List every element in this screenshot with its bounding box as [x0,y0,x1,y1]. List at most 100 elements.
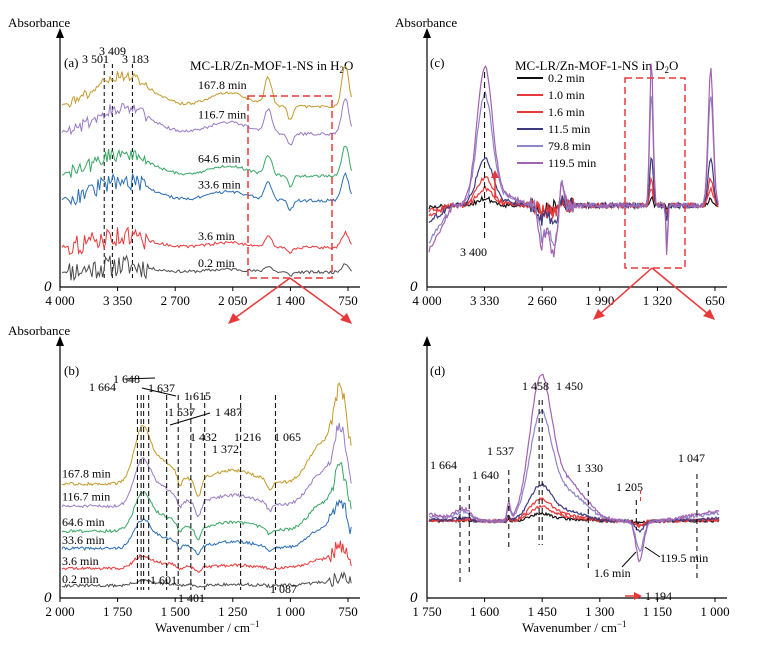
panel-c-up-arrowhead [491,170,499,178]
panel-a-ylabel: Absorbance [8,15,70,30]
panel-a-title-end: O [344,58,353,73]
series-a-64-6-min [61,145,352,188]
band-label-d: 1 537 [487,444,514,458]
band-label-b: 1 664 [89,380,116,394]
band-label-d: 1 640 [472,468,499,482]
series-c-119-5-min [428,63,719,258]
band-label-b: 1 216 [234,430,261,444]
panel-a-xtick-label: 4 000 [45,293,74,308]
panel-d-xtick-label: 1 150 [643,604,672,619]
panel-c-xtick-label: 1 320 [643,293,672,308]
legend-c-label: 11.5 min [548,122,590,136]
panel-a-label: (a) [64,55,78,70]
annot-d-1-6-min: 1.6 min [594,566,631,580]
panel-a: Absorbance 0 (a) MC-LR/Zn-MOF-1-NS in H2… [8,15,360,308]
panel-a-xtick-label: 2 700 [161,293,190,308]
band-label-b-bottom: 1 601 [150,573,177,587]
band-label-d: 1 458 [522,379,549,393]
panel-b-xtick-label: 2 000 [45,604,74,619]
series-b-label: 3.6 min [62,554,99,568]
band-label-b: 1 615 [184,389,211,403]
series-a-label: 116.7 min [198,108,246,122]
legend-c-label: 79.8 min [548,139,591,153]
annot-d-arrow [621,551,637,568]
callout-arrow-b [169,412,211,426]
series-a-label: 0.2 min [198,256,235,270]
band-label-a: 3 501 [82,52,109,66]
series-a-label: 3.6 min [198,229,235,243]
series-b-label: 33.6 min [62,533,105,547]
legend-c-label: 1.0 min [548,88,585,102]
zoom-arrows-c [593,267,715,320]
panel-d-xlabel-main: Wavenumber / cm [522,620,617,635]
panel-a-xtick-label: 3 350 [103,293,132,308]
band-label-b: 1 487 [215,405,242,419]
series-c-1-6-min [428,176,719,220]
legend-c-label: 1.6 min [548,105,585,119]
band-label-d: 1 047 [678,451,705,465]
series-a-0-2-min [61,254,352,282]
panel-b-origin-label: 0 [44,590,52,606]
panel-b-xtick-label: 1 000 [276,604,305,619]
band-label-b: 1 432 [190,430,217,444]
series-b-64-6-min [61,461,352,541]
band-label-d: 1 205 [616,480,643,494]
panel-d: 0 (d) Wavenumber / cm−1 1 664 1 640 1 537 1… [410,336,730,635]
panel-b-xtick-label: 1 250 [218,604,247,619]
panel-c-title-sub: 2 [665,65,670,75]
panel-b-xtick-label: 1 750 [103,604,132,619]
band-label-b: 1 372 [212,442,239,456]
series-b-label: 116.7 min [62,490,110,504]
panel-d-xtick-label: 1 600 [470,604,499,619]
panel-c-xtick-label: 4 000 [412,293,441,308]
panel-d-y-arrow [423,336,431,346]
zoom-arrows-a [228,277,352,324]
series-a-116-7-min [61,98,352,146]
panel-b-y-arrow [56,336,64,346]
legend-c-label: 119.5 min [548,156,596,170]
panel-c-xtick-label: 1 990 [585,293,614,308]
series-b-167-8-min [61,381,352,497]
series-b-label: 167.8 min [62,466,111,480]
panel-d-xtick-label: 1 750 [412,604,441,619]
panel-a-xtick-label: 1 400 [276,293,305,308]
series-a-33-6-min [61,171,352,212]
band-label-c: 3 400 [460,245,487,259]
panel-c-title-end: O [669,58,678,73]
legend-c-label: 0.2 min [548,71,585,85]
band-label-d: 1 450 [556,379,583,393]
series-c-79-8-min [428,90,719,247]
panel-c: Absorbance 0 (c) MC-LR/Zn-MOF-1-NS in D2… [395,15,727,308]
annot-d-119-5-min: 119.5 min [660,551,708,565]
series-b-label: 0.2 min [62,572,99,586]
annot-d-red-arrowhead [634,592,642,600]
panel-a-xtick-label: 2 050 [218,293,247,308]
panel-d-xlabel-sup: −1 [617,619,627,629]
panel-c-highlight-box [624,77,686,269]
band-label-b-bottom: 1 401 [178,591,205,605]
band-label-d: 1 194 [645,589,672,603]
band-label-d: 1 330 [576,461,603,475]
panel-d-origin-label: 0 [410,590,418,606]
panel-b-xtick-label: 1 500 [161,604,190,619]
panel-c-ylabel: Absorbance [395,15,457,30]
panel-b-xlabel: Wavenumber / cm−1 [155,619,260,635]
band-label-a: 3 183 [122,52,149,66]
series-a-label: 167.8 min [198,78,247,92]
panel-a-xtick-label: 750 [338,293,358,308]
panel-b-xtick-label: 750 [338,604,358,619]
series-b-33-6-min [61,498,352,556]
band-label-b: 1 537 [168,405,195,419]
series-a-167-8-min [61,65,352,120]
series-b-0-2-min [61,571,352,589]
panel-a-y-arrow [56,28,64,38]
band-label-b-bottom: 1 087 [270,582,297,596]
series-b-116-7-min [61,422,352,518]
panel-c-origin-label: 0 [410,279,418,295]
panel-d-xlabel: Wavenumber / cm−1 [522,619,627,635]
panel-b-ylabel: Absorbance [8,323,70,338]
series-b-3-6-min [61,540,352,574]
panel-c-xtick-label: 2 660 [528,293,557,308]
panel-c-title: MC-LR/Zn-MOF-1-NS in D2O [515,58,678,75]
